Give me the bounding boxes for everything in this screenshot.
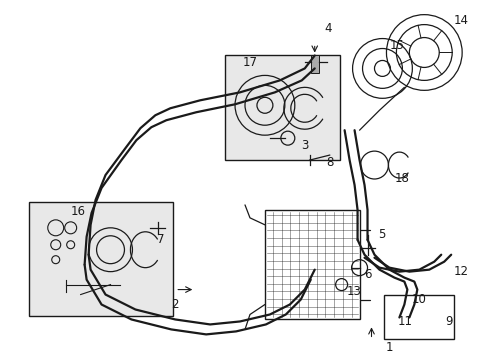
Text: 4: 4 bbox=[323, 22, 331, 35]
FancyBboxPatch shape bbox=[29, 202, 173, 316]
Bar bbox=[384, 294, 453, 339]
Text: 16: 16 bbox=[71, 205, 86, 219]
Text: 14: 14 bbox=[453, 14, 468, 27]
Text: 13: 13 bbox=[346, 285, 361, 298]
Text: 7: 7 bbox=[156, 233, 164, 246]
Text: 1: 1 bbox=[385, 341, 392, 354]
Text: 9: 9 bbox=[445, 315, 452, 328]
Bar bbox=[310, 55, 318, 73]
Text: 5: 5 bbox=[377, 228, 385, 241]
FancyBboxPatch shape bbox=[224, 55, 339, 160]
Text: 18: 18 bbox=[394, 171, 409, 185]
Text: 10: 10 bbox=[411, 293, 426, 306]
Bar bbox=[264, 210, 359, 319]
Text: 11: 11 bbox=[397, 315, 412, 328]
Text: 6: 6 bbox=[363, 268, 370, 281]
Text: 3: 3 bbox=[301, 139, 308, 152]
Text: 12: 12 bbox=[453, 265, 468, 278]
Text: 15: 15 bbox=[389, 39, 404, 52]
Text: 2: 2 bbox=[171, 298, 179, 311]
Text: 17: 17 bbox=[242, 56, 257, 69]
Text: 8: 8 bbox=[325, 156, 333, 168]
